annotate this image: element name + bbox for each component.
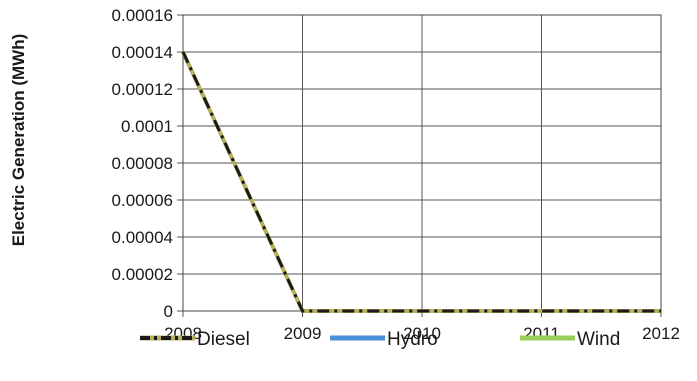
legend-label-diesel: Diesel bbox=[197, 329, 250, 350]
legend-label-hydro: Hydro bbox=[387, 329, 438, 350]
x-tick-label: 2010 bbox=[403, 324, 441, 343]
gridlines bbox=[177, 14, 662, 317]
y-tick-label: 0.00004 bbox=[112, 228, 173, 247]
x-tick-label: 2009 bbox=[284, 324, 322, 343]
y-tick-label: 0.00012 bbox=[112, 80, 173, 99]
y-tick-label: 0.00008 bbox=[112, 154, 173, 173]
y-tick-label: 0.00006 bbox=[112, 191, 173, 210]
y-axis-tick-labels: 0 0.00002 0.00004 0.00006 0.00008 0.0001 0.000… bbox=[112, 6, 173, 321]
series-line-diesel bbox=[181, 51, 661, 313]
y-tick-label: 0 bbox=[164, 302, 173, 321]
x-tick-label: 2012 bbox=[642, 324, 680, 343]
y-tick-label: 0.00016 bbox=[112, 6, 173, 25]
y-axis-title: Electric Generation (MWh) bbox=[9, 34, 28, 247]
y-tick-label: 0.0001 bbox=[121, 117, 173, 136]
y-tick-label: 0.00014 bbox=[112, 43, 173, 62]
y-tick-label: 0.00002 bbox=[112, 265, 173, 284]
legend: Diesel Hydro Wind bbox=[140, 329, 620, 350]
legend-label-wind: Wind bbox=[577, 329, 620, 350]
series-lines bbox=[181, 51, 661, 313]
